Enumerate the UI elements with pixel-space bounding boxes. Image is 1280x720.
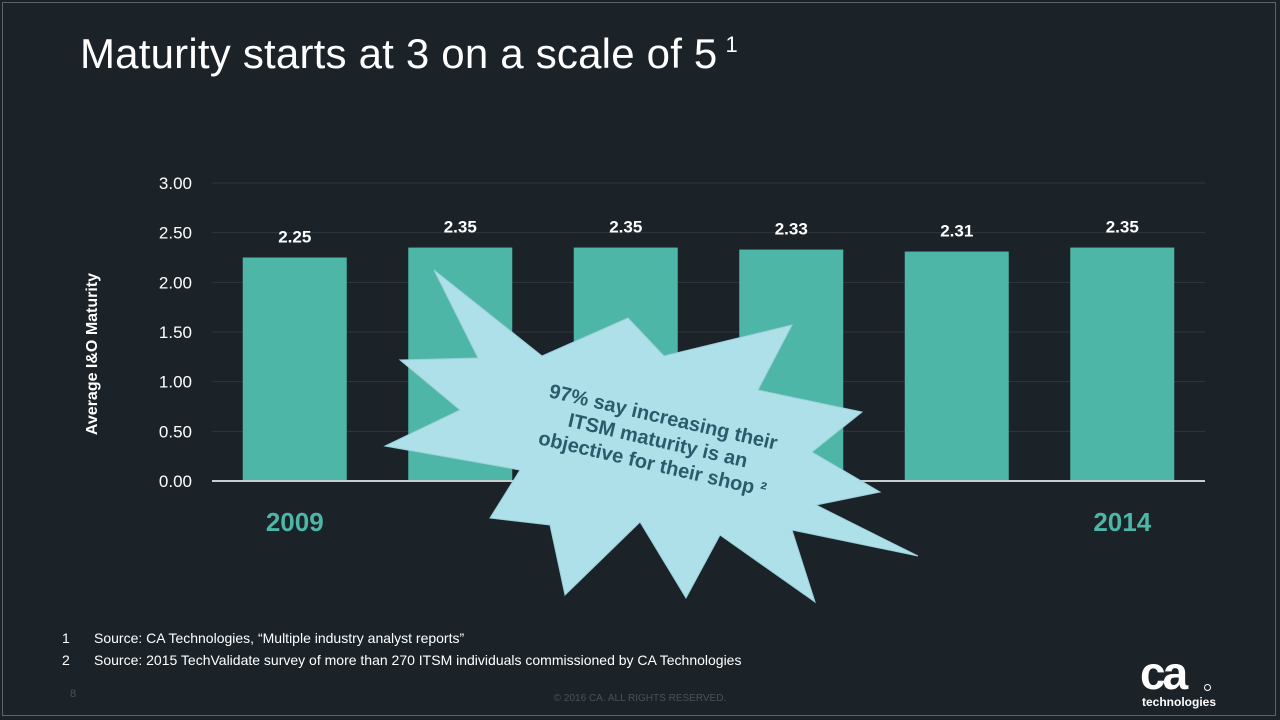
y-tick-label: 3.00	[159, 174, 192, 193]
data-label: 2.31	[940, 222, 973, 241]
footnote: 2 Source: 2015 TechValidate survey of mo…	[62, 649, 741, 671]
footnote-number: 1	[62, 630, 70, 646]
y-tick-label: 1.50	[159, 323, 192, 342]
x-category-label: 2009	[266, 507, 324, 537]
title-footnote-marker: 1	[725, 32, 738, 57]
starburst-callout-shape	[383, 269, 919, 604]
data-label: 2.35	[444, 218, 477, 237]
logo-wordmark: technologies	[1142, 695, 1217, 709]
data-label: 2.33	[775, 220, 808, 239]
y-tick-label: 2.50	[159, 224, 192, 243]
data-label: 2.25	[278, 228, 311, 247]
slide-title: Maturity starts at 3 on a scale of 5 1	[80, 30, 738, 78]
slide-title-text: Maturity starts at 3 on a scale of 5	[80, 30, 718, 77]
x-category-label: 2014	[1093, 507, 1151, 537]
copyright-notice: © 2016 CA. ALL RIGHTS RESERVED.	[553, 693, 727, 704]
footnote-text: Source: 2015 TechValidate survey of more…	[94, 652, 742, 668]
footnotes: 1 Source: CA Technologies, “Multiple ind…	[62, 627, 741, 671]
footnote-text: Source: CA Technologies, “Multiple indus…	[94, 630, 465, 646]
logo-mark: ca	[1140, 647, 1188, 699]
ca-technologies-logo: ca technologies	[1138, 647, 1218, 714]
y-axis-label: Average I&O Maturity	[84, 273, 101, 435]
y-tick-label: 1.00	[159, 373, 192, 392]
footnote-number: 2	[62, 652, 70, 668]
bar	[1070, 247, 1175, 481]
y-tick-label: 0.00	[159, 472, 192, 491]
y-tick-label: 0.50	[159, 422, 192, 441]
logo-registered-dot	[1204, 684, 1211, 691]
data-label: 2.35	[1106, 218, 1139, 237]
bar	[904, 251, 1009, 481]
slide-number: 8	[70, 688, 77, 700]
data-label: 2.35	[609, 218, 642, 237]
bar	[242, 257, 347, 481]
footnote: 1 Source: CA Technologies, “Multiple ind…	[62, 627, 741, 649]
y-tick-label: 2.00	[159, 273, 192, 292]
